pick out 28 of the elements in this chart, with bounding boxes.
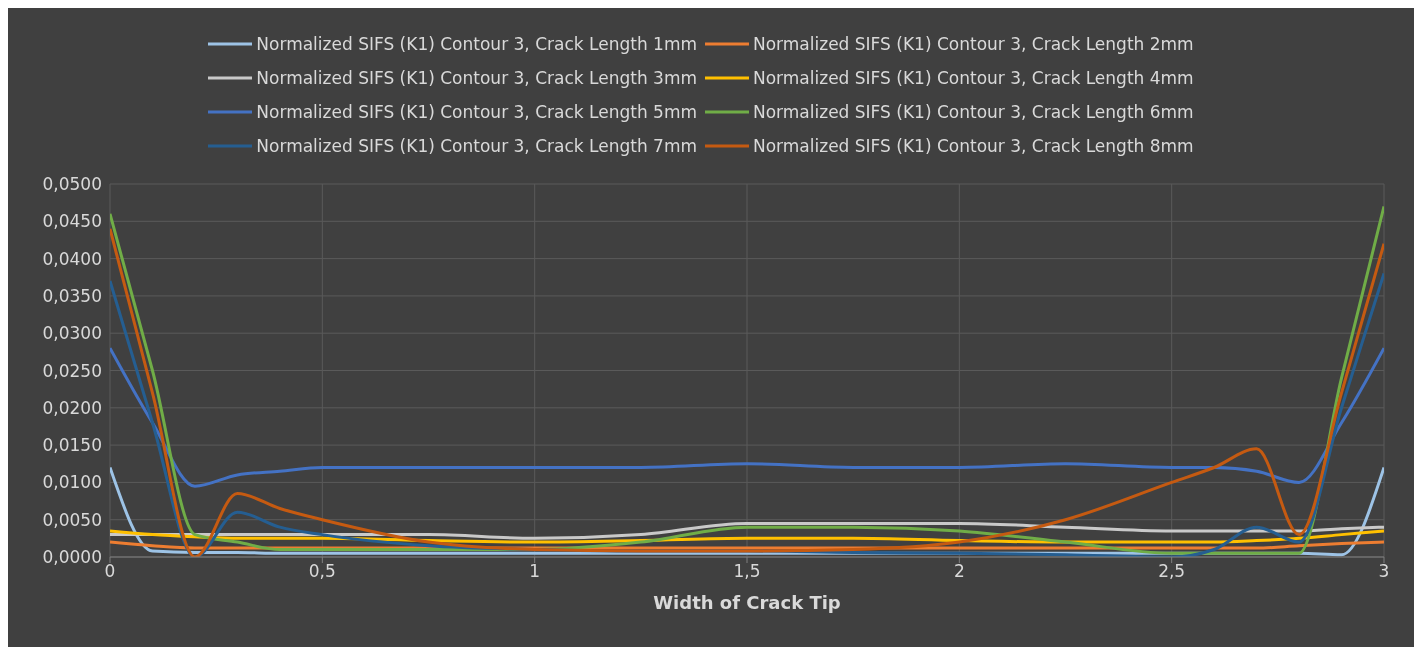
y-tick-label: 0,0400 (42, 248, 102, 269)
x-tick-label: 1 (529, 561, 541, 582)
legend-label: Normalized SIFS (K1) Contour 3, Crack Length 2mm (753, 34, 1194, 54)
x-tick-label: 0 (104, 561, 116, 582)
y-tick-label: 0,0300 (42, 323, 102, 344)
x-axis-title: Width of Crack Tip (653, 592, 841, 613)
y-tick-label: 0,0150 (42, 435, 102, 456)
x-tick-label: 1,5 (733, 561, 761, 582)
x-tick-label: 2,5 (1158, 561, 1186, 582)
y-tick-label: 0,0100 (42, 472, 102, 493)
line-series (110, 346, 1384, 488)
legend-label: Normalized SIFS (K1) Contour 3, Crack Length 3mm (256, 68, 697, 88)
legend-label: Normalized SIFS (K1) Contour 3, Crack Length 1mm (256, 34, 697, 54)
y-tick-label: 0,0200 (42, 397, 102, 418)
y-tick-label: 0,0250 (42, 360, 102, 381)
y-tick-label: 0,0350 (42, 285, 102, 306)
legend-label: Normalized SIFS (K1) Contour 3, Crack Length 8mm (753, 136, 1194, 156)
x-tick-label: 2 (953, 561, 965, 582)
legend-label: Normalized SIFS (K1) Contour 3, Crack Length 4mm (753, 68, 1194, 88)
y-tick-label: 0,0050 (42, 509, 102, 530)
x-tick-label: 0,5 (308, 561, 336, 582)
legend-label: Normalized SIFS (K1) Contour 3, Crack Length 7mm (256, 136, 697, 156)
legend-label: Normalized SIFS (K1) Contour 3, Crack Length 5mm (256, 102, 697, 122)
y-tick-label: 0,0450 (42, 211, 102, 232)
y-tick-label: 0,0500 (42, 174, 102, 195)
legend-label: Normalized SIFS (K1) Contour 3, Crack Length 6mm (753, 102, 1194, 122)
x-tick-label: 3 (1378, 561, 1390, 582)
y-tick-label: 0,0000 (42, 547, 102, 568)
